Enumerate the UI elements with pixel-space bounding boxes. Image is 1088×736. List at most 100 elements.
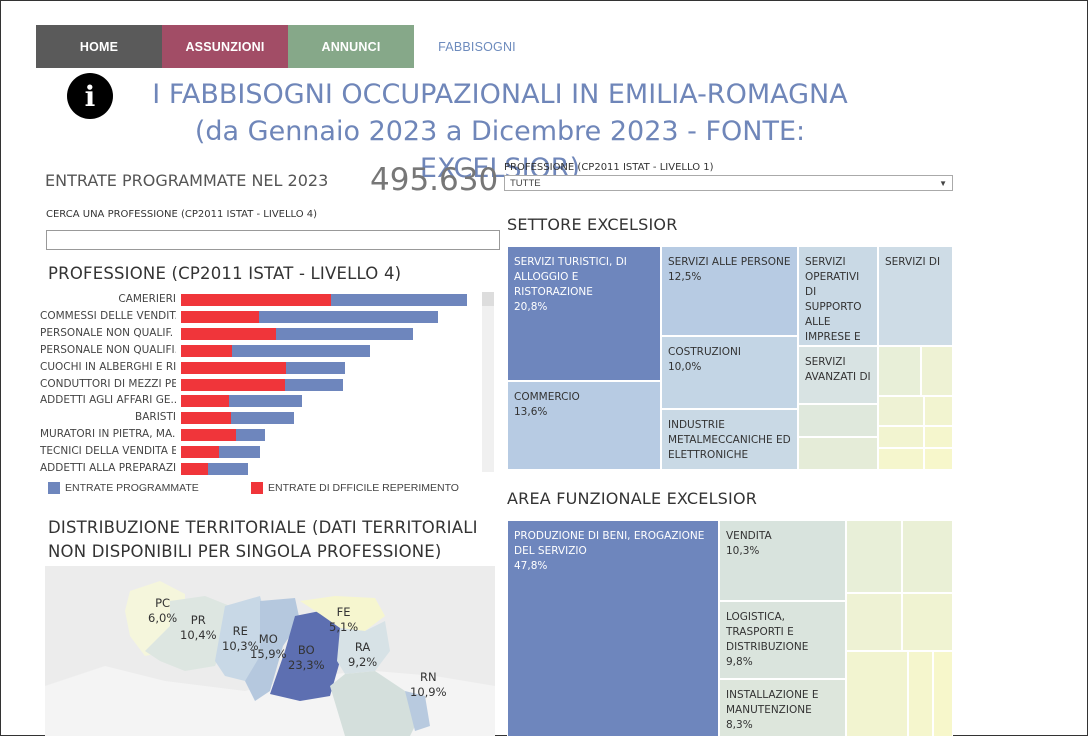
search-input[interactable] <box>46 230 500 250</box>
settore-cell-label: INDUSTRIE METALMECCANICHE ED ELETTRONICH… <box>668 419 791 461</box>
bar-entrate-difficile-reperimento[interactable] <box>181 395 229 408</box>
area-cell-small[interactable] <box>846 651 908 736</box>
bar-entrate-difficile-reperimento[interactable] <box>181 344 232 357</box>
area-cell-small[interactable] <box>908 651 933 736</box>
settore-cell-turistici[interactable]: SERVIZI TURISTICI, DI ALLOGGIO E RISTORA… <box>507 246 661 381</box>
area-cell-installazione[interactable]: INSTALLAZIONE E MANUTENZIONE 8,3% <box>719 679 846 736</box>
settore-treemap: SERVIZI TURISTICI, DI ALLOGGIO E RISTORA… <box>507 246 953 470</box>
map-code-pr: PR <box>190 613 206 627</box>
legend-entrate-label: ENTRATE PROGRAMMATE <box>65 482 199 494</box>
settore-cell-commercio[interactable]: COMMERCIO 13,6% <box>507 381 661 470</box>
professione-bar-chart: CAMERIERI COMMESSI DELLE VENDIT.. PERSONAL… <box>40 292 480 477</box>
map-label-rn: RN 10,9% <box>410 670 447 700</box>
province-bo[interactable] <box>270 611 340 701</box>
bar-category-label: BARISTI <box>135 411 176 424</box>
entrate-value: 495.630 <box>370 162 499 198</box>
settore-cell-persone[interactable]: SERVIZI ALLE PERSONE 12,5% <box>661 246 798 336</box>
area-cell-small[interactable] <box>902 520 953 593</box>
bar-category-label: ADDETTI ALLA PREPARAZI.. <box>40 462 176 474</box>
area-cell-pct: 8,3% <box>726 719 753 731</box>
settore-cell-small[interactable] <box>878 346 921 396</box>
bar-category-label: CONDUTTORI DI MEZZI PE.. <box>40 377 176 390</box>
settore-cell-avanzati[interactable]: SERVIZI AVANZATI DI <box>798 346 878 404</box>
settore-cell-operativi[interactable]: SERVIZI OPERATIVI DI SUPPORTO ALLE IMPRE… <box>798 246 878 346</box>
legend-difficile-label: ENTRATE DI DFFICILE REPERIMENTO <box>268 482 459 494</box>
area-cell-small[interactable] <box>846 593 902 651</box>
area-cell-small[interactable] <box>933 651 953 736</box>
settore-cell-small[interactable] <box>924 396 953 426</box>
map-pct-bo: 23,3% <box>288 658 325 672</box>
settore-cell-small[interactable] <box>924 426 953 448</box>
map-pct-fe: 5,1% <box>329 620 359 634</box>
chart-scrollbar[interactable] <box>482 292 494 472</box>
province-pr[interactable] <box>145 596 230 671</box>
legend: ENTRATE PROGRAMMATE <box>48 482 199 495</box>
area-cell-label: VENDITA <box>726 530 772 542</box>
province-ra[interactable] <box>337 621 390 674</box>
area-cell-produzione[interactable]: PRODUZIONE DI BENI, EROGAZIONE DEL SERVI… <box>507 520 719 736</box>
settore-cell-small[interactable] <box>798 437 878 470</box>
professione-chart-title: PROFESSIONE (CP2011 ISTAT - LIVELLO 4) <box>48 264 402 283</box>
settore-cell-label: COSTRUZIONI <box>668 346 741 358</box>
info-icon[interactable]: i <box>67 73 113 119</box>
area-cell-small[interactable] <box>902 593 953 651</box>
nav-annunci[interactable]: ANNUNCI <box>288 25 414 68</box>
professione-dropdown[interactable]: TUTTE ▼ <box>504 175 953 191</box>
bar-entrate-difficile-reperimento[interactable] <box>181 378 285 391</box>
settore-cell-small[interactable] <box>878 426 924 448</box>
province-re[interactable] <box>215 596 267 681</box>
area-cell-small[interactable] <box>846 520 902 593</box>
settore-cell-label: SERVIZI ALLE PERSONE <box>668 256 791 268</box>
bar-entrate-difficile-reperimento[interactable] <box>181 429 236 442</box>
province-rn[interactable] <box>405 691 430 731</box>
nav-assunzioni[interactable]: ASSUNZIONI <box>162 25 288 68</box>
legend-difficile: ENTRATE DI DFFICILE REPERIMENTO <box>251 482 459 495</box>
settore-cell-small[interactable] <box>878 396 924 426</box>
bar-entrate-difficile-reperimento[interactable] <box>181 446 219 459</box>
map-code-pc: PC <box>155 596 171 610</box>
bar-entrate-difficile-reperimento[interactable] <box>181 327 276 340</box>
area-title: AREA FUNZIONALE EXCELSIOR <box>507 489 758 508</box>
area-cell-logistica[interactable]: LOGISTICA, TRASPORTI E DISTRIBUZIONE 9,8% <box>719 601 846 679</box>
area-cell-label: INSTALLAZIONE E MANUTENZIONE <box>726 689 819 716</box>
bar-entrate-difficile-reperimento[interactable] <box>181 463 208 475</box>
map-label-ra: RA 9,2% <box>348 640 377 670</box>
settore-cell-costruzioni[interactable]: COSTRUZIONI 10,0% <box>661 336 798 409</box>
map-pct-re: 10,3% <box>222 639 259 653</box>
settore-cell-small[interactable] <box>921 346 953 396</box>
settore-cell-small[interactable] <box>798 404 878 437</box>
map-pct-rn: 10,9% <box>410 685 447 699</box>
legend-entrate-swatch <box>48 482 60 495</box>
map-pct-ra: 9,2% <box>348 655 378 669</box>
chart-scrollbar-thumb[interactable] <box>482 292 494 306</box>
bar-category-label: PERSONALE NON QUALIFI.. <box>40 343 176 356</box>
area-cell-vendita[interactable]: VENDITA 10,3% <box>719 520 846 601</box>
nav-fabbisogni[interactable]: FABBISOGNI <box>438 39 516 54</box>
map-code-mo: MO <box>258 632 278 646</box>
professione-dropdown-value: TUTTE <box>510 177 541 189</box>
settore-cell-small[interactable] <box>878 448 924 470</box>
province-fc[interactable] <box>330 671 420 736</box>
map-label-mo: MO 15,9% <box>250 632 287 662</box>
settore-cell-metalmeccaniche[interactable]: INDUSTRIE METALMECCANICHE ED ELETTRONICH… <box>661 409 798 470</box>
settore-cell-small[interactable] <box>924 448 953 470</box>
area-cell-pct: 9,8% <box>726 656 753 668</box>
settore-cell-label: COMMERCIO <box>514 391 580 403</box>
bar-entrate-difficile-reperimento[interactable] <box>181 310 259 323</box>
title-line-1: I FABBISOGNI OCCUPAZIONALI IN EMILIA-ROM… <box>152 79 848 110</box>
map-code-ra: RA <box>354 640 371 654</box>
settore-cell-servizi-di[interactable]: SERVIZI DI <box>878 246 953 346</box>
bar-category-label: CAMERIERI <box>118 293 176 305</box>
bar-entrate-difficile-reperimento[interactable] <box>181 361 286 374</box>
map-label-bo: BO 23,3% <box>288 643 325 673</box>
area-cell-label: LOGISTICA, TRASPORTI E DISTRIBUZIONE <box>726 611 809 653</box>
province-mo[interactable] <box>245 598 300 701</box>
bar-entrate-difficile-reperimento[interactable] <box>181 412 231 425</box>
province-fe[interactable] <box>300 596 385 631</box>
legend-entrate: ENTRATE PROGRAMMATE <box>48 482 199 495</box>
settore-cell-pct: 12,5% <box>668 271 702 283</box>
settore-cell-label: SERVIZI DI <box>885 256 941 268</box>
dropdown-arrow-icon: ▼ <box>939 178 947 188</box>
bar-entrate-difficile-reperimento[interactable] <box>181 294 331 306</box>
nav-home[interactable]: HOME <box>36 25 162 68</box>
